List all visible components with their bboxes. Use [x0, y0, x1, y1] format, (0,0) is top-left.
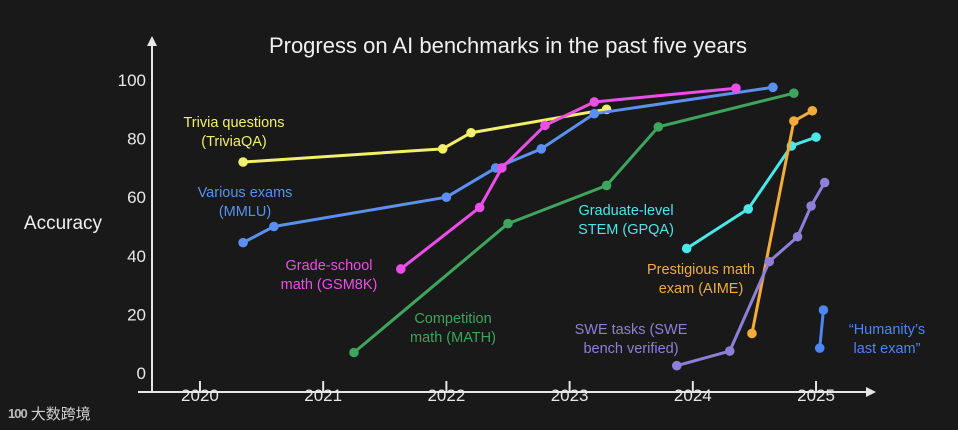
series-mmlu: [238, 82, 778, 248]
data-point-triviaqa: [437, 144, 448, 154]
series-line-gsm8k: [399, 86, 738, 271]
series-label-math: Competition: [414, 311, 491, 327]
data-point-mmlu: [589, 108, 600, 119]
series-label-triviaqa: (TriviaQA): [201, 134, 267, 150]
data-point-triviaqa: [466, 127, 476, 138]
series-label-gpqa: STEM (GPQA): [578, 222, 674, 238]
data-point-hle: [814, 343, 825, 353]
series-layer: [238, 82, 830, 371]
data-point-aime: [747, 328, 757, 339]
x-tick-label: 2021: [304, 386, 342, 405]
series-line-gpqa: [685, 135, 818, 250]
y-axis-arrow: [147, 36, 157, 46]
y-axis-label: Accuracy: [24, 213, 103, 234]
series-label-math: math (MATH): [410, 330, 496, 346]
series-triviaqa: [238, 104, 612, 167]
series-swe: [672, 177, 830, 371]
series-label-mmlu: Various exams: [198, 185, 293, 201]
y-ticks: 0 20 40 60 80 100: [118, 71, 146, 383]
y-tick-label: 0: [137, 364, 146, 383]
data-point-math: [653, 122, 664, 132]
data-point-gsm8k: [396, 264, 406, 274]
data-point-math: [503, 218, 513, 229]
series-gsm8k: [396, 83, 741, 274]
data-point-mmlu: [269, 221, 279, 232]
data-point-mmlu: [768, 82, 778, 93]
series-label-swe: bench verified): [583, 341, 678, 357]
x-tick-label: 2023: [551, 386, 589, 405]
data-point-gpqa: [743, 204, 754, 214]
x-ticks: 2020 2021 2022 2023 2024 2025: [181, 381, 835, 405]
series-labels: Trivia questions (TriviaQA) Various exams (…: [183, 115, 925, 357]
axes: [138, 36, 876, 397]
data-point-gsm8k: [731, 83, 741, 94]
data-point-swe: [764, 256, 775, 267]
series-label-hle: “Humanity’s: [849, 322, 925, 338]
data-point-mmlu: [238, 237, 248, 248]
data-point-swe: [792, 231, 803, 242]
y-tick-label: 20: [127, 305, 146, 324]
series-label-swe: SWE tasks (SWE: [575, 322, 688, 338]
series-line-triviaqa: [241, 107, 609, 164]
y-tick-label: 80: [127, 130, 146, 149]
data-point-mmlu: [536, 144, 547, 154]
data-point-math: [601, 180, 612, 191]
data-point-triviaqa: [238, 157, 248, 167]
x-tick-label: 2024: [674, 386, 712, 405]
data-point-gsm8k: [589, 97, 600, 107]
data-point-swe: [672, 360, 682, 371]
x-tick-label: 2025: [797, 386, 835, 405]
series-label-gpqa: Graduate-level: [578, 203, 673, 219]
x-tick-label: 2022: [427, 386, 465, 405]
data-point-gpqa: [811, 132, 821, 142]
x-axis-arrow: [866, 387, 876, 397]
series-label-hle: last exam”: [854, 341, 921, 357]
series-label-aime: Prestigious math: [647, 262, 755, 278]
series-math: [349, 88, 799, 358]
series-hle: [814, 305, 829, 353]
data-point-swe: [724, 346, 735, 356]
data-point-gpqa: [681, 243, 692, 254]
data-point-swe: [819, 177, 830, 188]
data-point-aime: [789, 116, 799, 126]
series-label-aime: exam (AIME): [659, 281, 744, 297]
chart-title: Progress on AI benchmarks in the past fi…: [269, 33, 747, 58]
data-point-aime: [807, 105, 818, 116]
y-tick-label: 100: [118, 71, 146, 90]
data-point-gsm8k: [474, 202, 485, 213]
data-point-swe: [806, 201, 816, 211]
data-point-math: [789, 88, 799, 98]
series-label-triviaqa: Trivia questions: [183, 115, 284, 131]
watermark-text: 大数跨境: [30, 406, 91, 423]
series-line-hle: [818, 308, 825, 350]
y-tick-label: 60: [127, 188, 146, 207]
watermark-logo: 100: [8, 406, 28, 421]
data-point-hle: [818, 305, 829, 315]
series-label-mmlu: (MMLU): [219, 204, 271, 220]
data-point-gsm8k: [497, 163, 507, 173]
x-tick-label: 2020: [181, 386, 219, 405]
watermark: 100 大数跨境: [8, 403, 91, 424]
series-label-gsm8k: Grade-school: [285, 258, 372, 274]
series-label-gsm8k: math (GSM8K): [281, 277, 378, 293]
data-point-gsm8k: [540, 120, 550, 131]
y-tick-label: 40: [127, 247, 146, 266]
data-point-math: [349, 347, 359, 358]
data-point-mmlu: [441, 192, 452, 202]
